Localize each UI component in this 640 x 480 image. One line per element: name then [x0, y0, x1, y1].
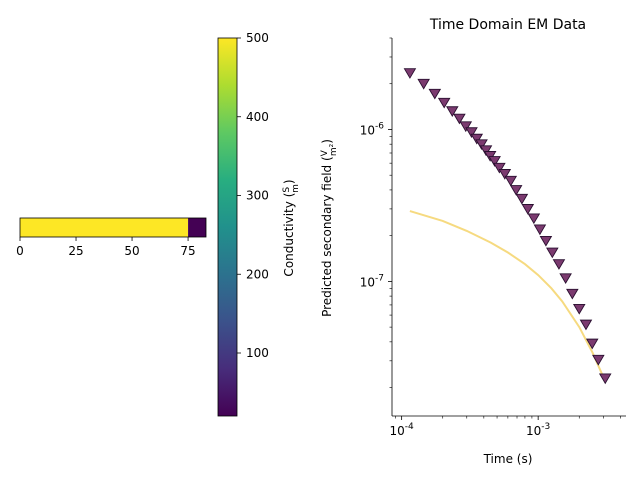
y-unit-den: m²	[329, 143, 339, 156]
data-point	[539, 235, 553, 247]
data-point	[437, 97, 451, 109]
model-segment	[20, 218, 189, 237]
data-point	[403, 68, 417, 79]
tdem-panel: Time Domain EM Data 10-4 10-3 10-7 10-6 Tim…	[320, 17, 626, 466]
data-point	[527, 213, 541, 225]
colorbar-tick-label: 100	[246, 346, 269, 360]
colorbar-tick-label: 200	[246, 267, 269, 281]
model-x-tick-label: 50	[124, 244, 139, 258]
data-point	[566, 288, 579, 300]
y-tick-label: 10-7	[360, 273, 384, 289]
model-segment	[188, 218, 206, 237]
model-x-tick-label: 0	[16, 244, 24, 258]
data-point	[509, 185, 523, 196]
conductivity-model-panel: 0 25 50 75	[16, 217, 207, 258]
chart-title: Time Domain EM Data	[429, 17, 586, 33]
data-point	[488, 156, 501, 167]
data-point	[493, 162, 506, 174]
cb-unit-den: m	[291, 184, 301, 193]
data-point	[585, 338, 599, 350]
model-x-tick-label: 75	[180, 244, 195, 258]
data-point	[521, 204, 535, 215]
data-point	[552, 259, 566, 270]
model-strip-frame	[19, 217, 207, 238]
data-point	[504, 175, 518, 187]
colorbar-tick-label: 300	[246, 189, 269, 203]
y-axis-label: Predicted secondary field (Vm²)	[320, 139, 339, 317]
x-axis-label: Time (s)	[483, 452, 533, 466]
y-unit-num: V	[320, 149, 330, 156]
data-point	[546, 247, 559, 259]
tdem-series	[403, 68, 612, 385]
tdem-ticks: 10-4 10-3 10-7 10-6	[360, 37, 621, 438]
x-tick-label: 10-3	[526, 422, 550, 438]
data-point	[579, 319, 593, 331]
model-x-tick-label: 25	[68, 244, 83, 258]
colorbar-tick-label: 400	[246, 110, 269, 124]
colorbar-fill	[218, 38, 237, 416]
data-point	[453, 113, 466, 125]
data-point	[417, 78, 430, 90]
data-point	[515, 193, 529, 205]
data-point	[459, 121, 473, 133]
y-tick-label: 10-6	[360, 121, 385, 137]
data-point	[475, 139, 488, 151]
data-point	[592, 354, 605, 366]
data-point	[479, 145, 493, 157]
data-point	[428, 88, 442, 100]
colorbar-ticks: 100 200 300 400 500	[237, 31, 269, 360]
colorbar-frame	[217, 37, 238, 417]
model-segments	[20, 218, 206, 237]
predicted-line	[409, 210, 607, 382]
colorbar-label: Conductivity (Sm)	[282, 179, 301, 276]
x-tick-label: 10-4	[390, 422, 415, 438]
data-point	[465, 127, 478, 138]
data-point	[572, 303, 586, 315]
data-point	[470, 133, 484, 145]
data-point	[446, 106, 459, 117]
colorbar-tick-label: 500	[246, 31, 269, 45]
data-point	[559, 273, 572, 285]
model-x-ticks: 0 25 50 75	[16, 237, 196, 258]
data-point	[498, 169, 512, 180]
data-point	[598, 373, 612, 385]
cb-unit-num: S	[282, 187, 292, 193]
colorbar: 100 200 300 400 500 Conductivity (Sm)	[217, 31, 301, 417]
data-point	[533, 224, 547, 236]
